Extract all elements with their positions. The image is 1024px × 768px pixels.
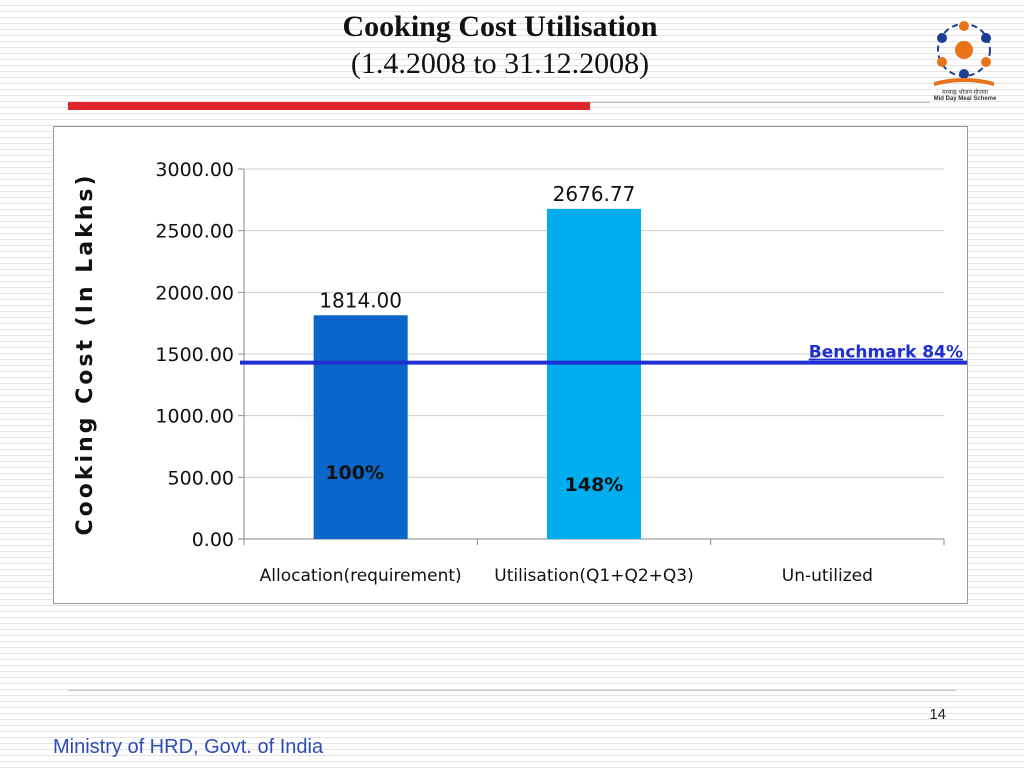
footer-ministry-text: Ministry of HRD, Govt. of India	[53, 736, 324, 758]
y-tick-label: 500.00	[168, 467, 234, 489]
bar	[547, 208, 641, 539]
y-tick-label: 2000.00	[155, 282, 234, 304]
y-axis-title: Cooking Cost (In Lakhs)	[73, 172, 98, 535]
chart-frame: 0.00 500.00 1000.00 1500.00 2000.00 2500.00 30…	[53, 126, 968, 604]
logo-caption-english: Mid Day Meal Scheme	[933, 96, 997, 102]
percent-label: 100%	[325, 462, 384, 484]
data-label: 2676.77	[553, 182, 636, 206]
slide-subtitle: (1.4.2008 to 31.12.2008)	[350, 47, 650, 80]
slide-title: Cooking Cost Utilisation	[342, 10, 658, 43]
y-tick-label: 1500.00	[155, 344, 234, 366]
title-underline	[590, 102, 930, 103]
x-tick-label: Utilisation(Q1+Q2+Q3)	[494, 566, 693, 586]
mid-day-meal-logo-icon	[934, 21, 994, 86]
percent-label: 148%	[565, 474, 624, 496]
page-number: 14	[929, 706, 946, 723]
y-tick-label: 2500.00	[155, 221, 234, 243]
y-tick-label: 1000.00	[155, 406, 234, 428]
slide-title-block: Cooking Cost Utilisation (1.4.2008 to 31…	[200, 8, 800, 82]
bar-chart: 0.00 500.00 1000.00 1500.00 2000.00 2500.00 30…	[73, 159, 967, 586]
y-tick-label: 0.00	[192, 529, 234, 551]
y-tick-label: 3000.00	[155, 159, 234, 181]
bar	[313, 315, 408, 539]
footer-divider	[68, 690, 956, 691]
x-tick-label: Allocation(requirement)	[260, 566, 462, 586]
data-label: 1814.00	[319, 288, 402, 312]
x-tick-label: Un-utilized	[782, 566, 873, 586]
logo-caption-hindi: मध्याह्न भोजन योजना	[942, 90, 988, 96]
benchmark-label: Benchmark 84%	[809, 343, 963, 363]
title-underline-accent	[68, 102, 590, 110]
